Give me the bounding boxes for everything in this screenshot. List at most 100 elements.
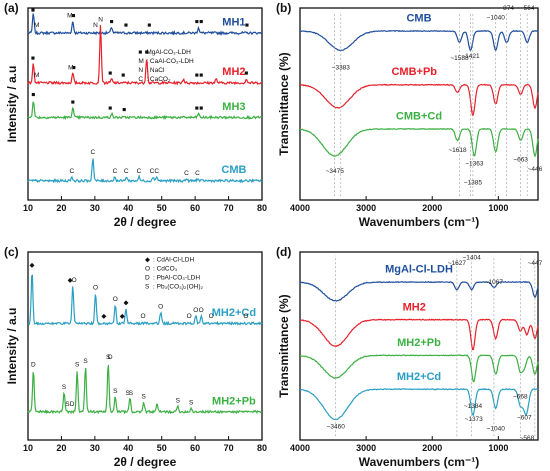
peak-annotation: ~1067 bbox=[485, 279, 504, 286]
series-mh2-cd: MH2+Cd bbox=[299, 371, 539, 421]
x-tick-label: 20 bbox=[56, 443, 66, 453]
annotations: ~3383 ~1588~1421 ~1040 ~874 ~564 ~3475 ~1618 ~1… bbox=[326, 5, 543, 197]
phase-marker: ■ bbox=[31, 55, 35, 62]
phase-marker: ■ bbox=[245, 22, 249, 29]
series-label: MH2 bbox=[403, 301, 426, 313]
legend-symbol: ■ bbox=[138, 49, 142, 56]
legend-text: : Pb₃(CO₃)₂(OH)₂ bbox=[153, 283, 204, 290]
x-tick-label: 3000 bbox=[356, 203, 376, 213]
phase-marker: ■ bbox=[124, 22, 128, 29]
phase-marker: ■ bbox=[108, 70, 112, 77]
series-mh2: MH2 bbox=[299, 301, 539, 351]
panel-label: (b) bbox=[276, 1, 291, 15]
phase-marker: ■ bbox=[71, 99, 75, 106]
series-mh3: MH3■■■ ■ ■ ■ bbox=[27, 91, 263, 121]
series-cmb-pb: CMB+Pb bbox=[299, 66, 539, 117]
x-tick-label: 20 bbox=[56, 203, 66, 213]
phase-marker: S bbox=[65, 401, 70, 408]
phase-marker: ■ bbox=[121, 72, 125, 79]
series-mh2: MH2■MM■N■ ■■■ ■ ■ bbox=[27, 16, 263, 86]
phase-marker: ■ bbox=[195, 18, 199, 25]
phase-marker: ■ bbox=[145, 49, 149, 56]
phase-marker: S bbox=[113, 388, 118, 395]
series-label: MH2 bbox=[222, 66, 245, 78]
x-axis-label: 2θ / degree bbox=[114, 215, 177, 229]
x-tick-label: 60 bbox=[190, 443, 200, 453]
panel-a: (a) 10 20 30 40 50 60 70 80 2θ / degree Intensity … bbox=[4, 1, 267, 229]
x-tick-label: 80 bbox=[257, 203, 267, 213]
x-tick-label: 40 bbox=[123, 203, 133, 213]
x-tick-label: 30 bbox=[90, 203, 100, 213]
series-line bbox=[299, 388, 539, 421]
phase-marker: C bbox=[90, 149, 95, 156]
x-tick-label: 70 bbox=[224, 203, 234, 213]
phase-marker: ■ bbox=[199, 105, 203, 112]
x-tick-label: 70 bbox=[224, 443, 234, 453]
peak-annotation: ~447 bbox=[528, 260, 543, 267]
phase-marker: S bbox=[106, 354, 111, 361]
series-line bbox=[27, 158, 263, 184]
phase-marker: D bbox=[108, 354, 113, 361]
phase-marker: D bbox=[31, 362, 36, 369]
series-line bbox=[27, 101, 263, 121]
phase-marker: C bbox=[137, 168, 142, 175]
series-mgal-cl-ldh: MgAl-Cl-LDH bbox=[299, 264, 539, 302]
phase-marker: ■ bbox=[31, 91, 35, 98]
series-cmb-cd: CMB+Cd bbox=[299, 110, 539, 158]
x-tick-label: 4000 bbox=[290, 203, 310, 213]
peak-annotation: ~1040 bbox=[487, 426, 506, 433]
peak-annotation: ~3383 bbox=[332, 64, 351, 71]
legend-text: : CdAl-Cl-LDH bbox=[153, 256, 194, 263]
y-axis-label: Transmittance (%) bbox=[277, 52, 291, 155]
phase-marker: C bbox=[113, 168, 118, 175]
x-tick-label: 2000 bbox=[422, 203, 442, 213]
phase-marker: N bbox=[93, 22, 98, 29]
series-line bbox=[299, 83, 539, 117]
series-label: MH2+Pb bbox=[212, 395, 256, 407]
series-line bbox=[300, 354, 539, 383]
phase-marker: O bbox=[193, 307, 198, 314]
x-tick-label: 60 bbox=[190, 203, 200, 213]
phase-marker: C bbox=[184, 170, 189, 177]
series-line bbox=[27, 25, 263, 86]
peak-annotation: ~1404 bbox=[462, 255, 481, 262]
peak-annotation: ~1588 bbox=[450, 55, 469, 62]
phase-marker: C bbox=[150, 168, 155, 175]
phase-marker: ◆ bbox=[30, 262, 36, 269]
series-label: MgAl-Cl-LDH bbox=[385, 264, 453, 276]
phase-marker: ■ bbox=[110, 18, 114, 25]
legend-text: MgAl-CO₃-LDH bbox=[146, 49, 191, 56]
legend-symbol: C bbox=[138, 76, 143, 83]
series-label: MH2+Cd bbox=[397, 371, 441, 383]
phase-marker: O bbox=[199, 307, 204, 314]
legend-text: : NaCl bbox=[146, 67, 165, 74]
peak-annotation: ~3460 bbox=[327, 424, 346, 431]
series-label: MH2+Cd bbox=[212, 307, 256, 319]
phase-marker: S bbox=[83, 358, 88, 365]
phase-marker: ■ bbox=[31, 7, 35, 14]
x-axis-label: 2θ / degree bbox=[114, 455, 177, 469]
x-tick-label: 80 bbox=[257, 443, 267, 453]
legend-text: : CaAl-CO₃-LDH bbox=[146, 58, 194, 65]
phase-marker: S bbox=[189, 399, 194, 406]
peak-annotation: ~1421 bbox=[461, 53, 480, 60]
legend-text: : CdCO₃ bbox=[153, 265, 178, 272]
series-cmb: CMB bbox=[299, 12, 539, 52]
phase-marker: D bbox=[70, 401, 75, 408]
phase-marker: ■ bbox=[147, 22, 151, 29]
phase-marker: O bbox=[187, 313, 192, 320]
legend-symbol: ◆ bbox=[145, 256, 151, 263]
peak-annotation: ~607 bbox=[517, 414, 532, 421]
series-label: MH2+Pb bbox=[397, 337, 441, 349]
phase-marker: S bbox=[125, 390, 130, 397]
legend-symbol: M bbox=[138, 58, 143, 65]
plot-frame bbox=[27, 7, 263, 201]
series-label: MH1 bbox=[222, 16, 245, 28]
legend-text: : CaCO₃ bbox=[146, 76, 171, 83]
panel-label: (d) bbox=[276, 245, 291, 259]
panel-label: (a) bbox=[4, 1, 19, 15]
x-tick-label: 30 bbox=[90, 443, 100, 453]
x-axis-label: Wavenumbers (cm⁻¹) bbox=[359, 215, 480, 229]
